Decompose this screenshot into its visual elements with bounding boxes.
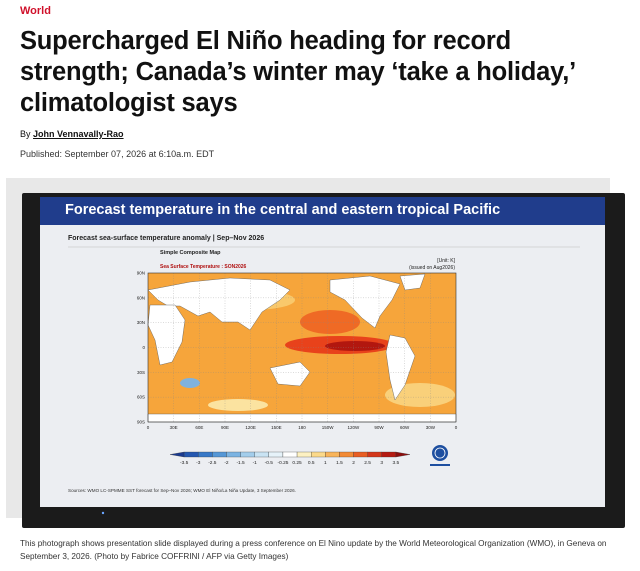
map-subtitle: Sea Surface Temperature : SON2026	[160, 264, 247, 270]
byline: By John Vennavally-Rao	[20, 129, 124, 139]
colorbar-label: 2	[352, 460, 355, 466]
colorbar-swatch	[311, 451, 326, 458]
colorbar-swatch	[226, 451, 241, 458]
lat-label: 90N	[137, 271, 145, 276]
colorbar-swatch	[268, 451, 284, 458]
anomaly-area	[300, 310, 360, 334]
anomaly-area	[180, 378, 200, 388]
colorbar-label: -3.5	[180, 460, 189, 466]
slide-title: Forecast temperature in the central and …	[65, 202, 500, 218]
colorbar-swatch	[282, 451, 298, 458]
lon-label: 60W	[400, 425, 410, 430]
lon-label: 90E	[221, 425, 229, 430]
lon-label: 0	[147, 425, 150, 430]
caption: This photograph shows presentation slide…	[20, 539, 607, 561]
colorbar-label: -2.5	[208, 460, 217, 466]
lat-label: 90S	[137, 420, 145, 425]
colorbar-label: -1	[253, 460, 258, 466]
anomaly-area	[208, 399, 268, 411]
lon-label: 180	[298, 425, 306, 430]
unit-label: [Unit: K]	[437, 258, 455, 264]
colorbar-label: -3	[196, 460, 201, 466]
colorbar-label: 3	[380, 460, 383, 466]
colorbar-swatch	[296, 451, 312, 458]
lon-label: 120W	[347, 425, 360, 430]
colorbar-swatch	[381, 451, 397, 458]
colorbar-swatch	[254, 451, 269, 458]
colorbar-swatch	[198, 451, 213, 458]
colorbar-swatch	[240, 451, 255, 458]
colorbar-label: -2	[224, 460, 229, 466]
lon-label: 60E	[195, 425, 203, 430]
wmo-logo	[430, 445, 450, 466]
colorbar-swatch	[339, 451, 354, 458]
lat-label: 60N	[137, 295, 145, 300]
colorbar: -3.5 -3 -2.5 -2 -1.5 -1 -0.5 -0.25 0.25 0.5 1 1.5 2 2…	[169, 451, 411, 466]
colorbar-label: 1.5	[336, 460, 343, 466]
author-link[interactable]: John Vennavally-Rao	[33, 129, 124, 139]
colorbar-swatch	[367, 451, 382, 458]
colorbar-label: -1.5	[236, 460, 245, 466]
lat-label: 60S	[137, 395, 145, 400]
lon-label: 120E	[245, 425, 256, 430]
lon-label: 150W	[322, 425, 335, 430]
chart-title: Forecast sea-surface temperature anomaly…	[68, 235, 264, 242]
anomaly-area	[325, 341, 385, 351]
colorbar-label: 2.5	[364, 460, 371, 466]
map-border	[147, 272, 457, 423]
map-title: Simple Composite Map	[160, 250, 221, 256]
lon-label: 30W	[426, 425, 436, 430]
byline-prefix: By	[20, 129, 31, 139]
map	[147, 272, 457, 423]
lon-label: 90W	[374, 425, 384, 430]
sources: Sources: WMO LC-SPMME SST forecast for S…	[68, 488, 296, 493]
photo: Forecast temperature in the central and …	[0, 176, 640, 531]
lon-label: 0	[455, 425, 458, 430]
power-led	[101, 511, 105, 515]
colorbar-label: 3.5	[393, 460, 400, 466]
colorbar-label: -0.25	[277, 460, 288, 466]
section-label[interactable]: World	[20, 5, 51, 17]
issued-label: (issued on Aug2026)	[409, 265, 455, 271]
lon-label: 150E	[271, 425, 282, 430]
colorbar-label: -0.5	[265, 460, 274, 466]
colorbar-swatch	[353, 451, 368, 458]
lat-label: 30N	[137, 320, 145, 325]
lat-label: 0	[142, 345, 145, 350]
lon-label: 30E	[170, 425, 178, 430]
published-date: Published: September 07, 2026 at 6:10a.m…	[20, 149, 215, 159]
colorbar-label: 1	[324, 460, 327, 466]
colorbar-swatch	[212, 451, 227, 458]
headline: Supercharged El Niño heading for record …	[20, 27, 575, 117]
colorbar-swatch	[325, 451, 340, 458]
lat-label: 30S	[137, 370, 145, 375]
colorbar-label: 0.25	[292, 460, 302, 466]
colorbar-label: 0.5	[308, 460, 315, 466]
colorbar-swatch	[183, 451, 199, 458]
slide-header	[40, 197, 605, 225]
colorbar-arrow	[395, 451, 411, 458]
